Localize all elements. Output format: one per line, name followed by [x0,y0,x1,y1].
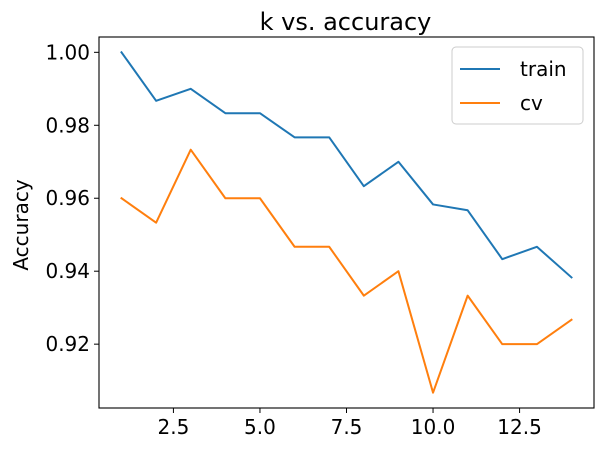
legend-label-cv: cv [520,91,543,115]
x-tick-label: 7.5 [331,415,363,439]
legend-box [451,46,584,125]
series-line-cv [120,148,573,394]
x-tick-label: 10.0 [411,415,456,439]
y-tick-label: 1.00 [45,40,90,64]
x-tick-label: 5.0 [244,415,276,439]
y-tick-label: 0.96 [45,186,90,210]
x-tick-label: 12.5 [497,415,542,439]
legend: train cv [451,46,584,125]
legend-label-train: train [520,57,567,81]
x-tick-label: 2.5 [158,415,190,439]
y-axis-label: Accuracy [9,179,33,270]
y-tick-label: 0.94 [45,259,90,283]
plot-area: 2.5 5.0 7.5 10.0 12.5 0.92 0.94 0.96 0.98 1.00 tra… [45,36,595,439]
series-line-train [120,50,573,279]
chart-title: k vs. accuracy [260,8,432,36]
y-tick-label: 0.92 [45,332,90,356]
y-tick-label: 0.98 [45,113,90,137]
